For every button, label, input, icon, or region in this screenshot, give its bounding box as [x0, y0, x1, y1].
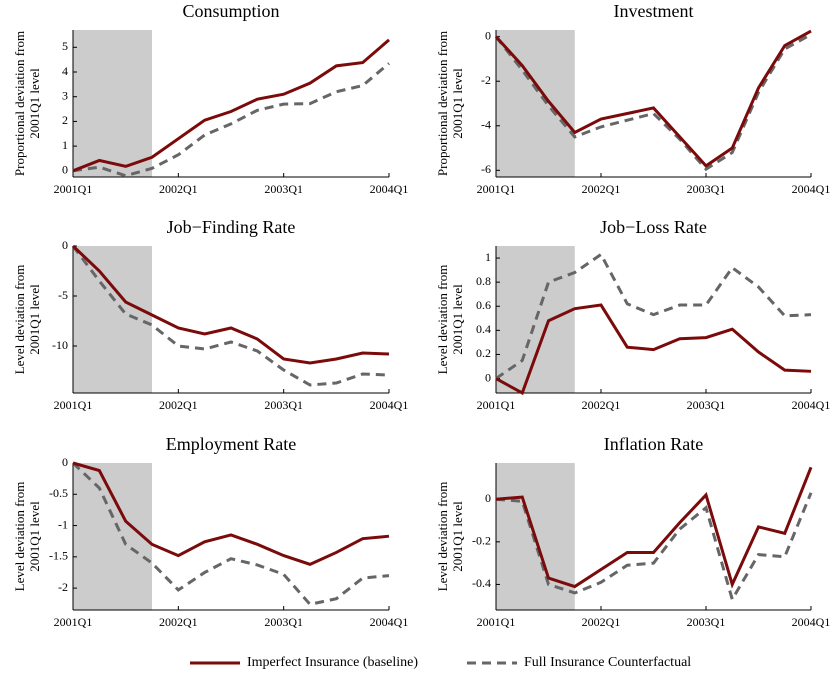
- y-axis-label: Proportional deviation from: [435, 31, 450, 176]
- panel-title: Inflation Rate: [604, 434, 703, 454]
- y-tick-label: -1.5: [49, 549, 68, 563]
- y-tick-label: 3: [62, 88, 68, 102]
- y-tick-label: -5: [58, 288, 68, 302]
- y-tick-label: 5: [62, 39, 68, 53]
- y-tick-label: 0: [62, 455, 68, 469]
- x-tick-label: 2004Q1: [792, 615, 831, 629]
- x-tick-label: 2002Q1: [159, 398, 198, 412]
- y-tick-label: -6: [481, 162, 491, 176]
- y-tick-label: -0.5: [49, 486, 68, 500]
- x-tick-label: 2003Q1: [264, 398, 303, 412]
- x-tick-label: 2001Q1: [477, 615, 516, 629]
- x-tick-label: 2003Q1: [687, 398, 726, 412]
- series-line: [495, 252, 812, 380]
- shaded-period: [73, 463, 152, 610]
- series-line: [72, 461, 390, 566]
- series-line: [495, 466, 813, 589]
- x-tick-label: 2002Q1: [582, 615, 621, 629]
- y-tick-label: 0: [485, 491, 491, 505]
- y-axis-label: 2001Q1 level: [450, 501, 465, 572]
- panel-title: Consumption: [182, 1, 279, 21]
- y-tick-label: -2: [58, 580, 68, 594]
- x-tick-label: 2004Q1: [370, 615, 409, 629]
- y-tick-label: 0: [62, 238, 68, 252]
- y-tick-label: -10: [52, 338, 68, 352]
- y-tick-label: 0.6: [476, 298, 491, 312]
- x-tick-label: 2002Q1: [582, 182, 621, 196]
- y-tick-label: -1: [58, 517, 68, 531]
- series-line: [71, 245, 390, 387]
- y-axis-label: Level deviation from: [12, 482, 27, 592]
- x-tick-label: 2002Q1: [159, 182, 198, 196]
- series-line: [495, 492, 813, 604]
- panel-title: Investment: [614, 1, 694, 21]
- x-tick-label: 2001Q1: [477, 398, 516, 412]
- panel-title: Job−Finding Rate: [167, 217, 296, 237]
- y-axis-label: Proportional deviation from: [12, 31, 27, 176]
- series-line: [494, 33, 812, 172]
- y-tick-label: 1: [62, 138, 68, 152]
- x-tick-label: 2004Q1: [370, 398, 409, 412]
- y-axis-label: 2001Q1 level: [27, 501, 42, 572]
- y-axis-label: 2001Q1 level: [27, 68, 42, 139]
- shaded-period: [496, 246, 575, 393]
- y-axis-label: Level deviation from: [435, 482, 450, 592]
- x-tick-label: 2003Q1: [687, 182, 726, 196]
- x-tick-label: 2002Q1: [159, 615, 198, 629]
- y-tick-label: 0: [485, 370, 491, 384]
- panel-title: Job−Loss Rate: [600, 217, 707, 237]
- legend-label: Imperfect Insurance (baseline): [247, 655, 418, 670]
- y-axis-label: 2001Q1 level: [450, 284, 465, 355]
- shaded-period: [73, 30, 152, 177]
- panel-title: Employment Rate: [166, 434, 296, 454]
- y-tick-label: 1: [485, 250, 491, 264]
- series-line: [72, 62, 390, 178]
- x-tick-label: 2001Q1: [54, 182, 93, 196]
- y-axis-label: 2001Q1 level: [450, 68, 465, 139]
- x-tick-label: 2002Q1: [582, 398, 621, 412]
- legend-label: Full Insurance Counterfactual: [524, 655, 691, 670]
- series-line: [72, 38, 390, 173]
- x-tick-label: 2003Q1: [264, 182, 303, 196]
- y-tick-label: 0.2: [476, 346, 491, 360]
- shaded-period: [73, 246, 152, 393]
- series-line: [494, 29, 812, 168]
- series-line: [495, 303, 812, 396]
- x-tick-label: 2001Q1: [54, 615, 93, 629]
- y-axis-label: Level deviation from: [12, 265, 27, 375]
- y-axis-label: 2001Q1 level: [27, 284, 42, 355]
- y-axis-label: Level deviation from: [435, 265, 450, 375]
- x-tick-label: 2001Q1: [54, 398, 93, 412]
- y-tick-label: 0: [62, 163, 68, 177]
- y-tick-label: -0.4: [472, 576, 491, 590]
- series-line: [71, 244, 390, 365]
- x-tick-label: 2003Q1: [264, 615, 303, 629]
- y-tick-label: 4: [62, 64, 68, 78]
- y-tick-label: -0.2: [472, 534, 491, 548]
- x-tick-label: 2003Q1: [687, 615, 726, 629]
- y-tick-label: 0: [485, 28, 491, 42]
- x-tick-label: 2004Q1: [792, 398, 831, 412]
- y-tick-label: -2: [481, 73, 491, 87]
- y-tick-label: 0.8: [476, 274, 491, 288]
- x-tick-label: 2004Q1: [792, 182, 831, 196]
- y-tick-label: 2: [62, 113, 68, 127]
- y-tick-label: 0.4: [476, 322, 491, 336]
- y-tick-label: -4: [481, 118, 491, 132]
- x-tick-label: 2001Q1: [477, 182, 516, 196]
- x-tick-label: 2004Q1: [370, 182, 409, 196]
- series-line: [71, 461, 390, 607]
